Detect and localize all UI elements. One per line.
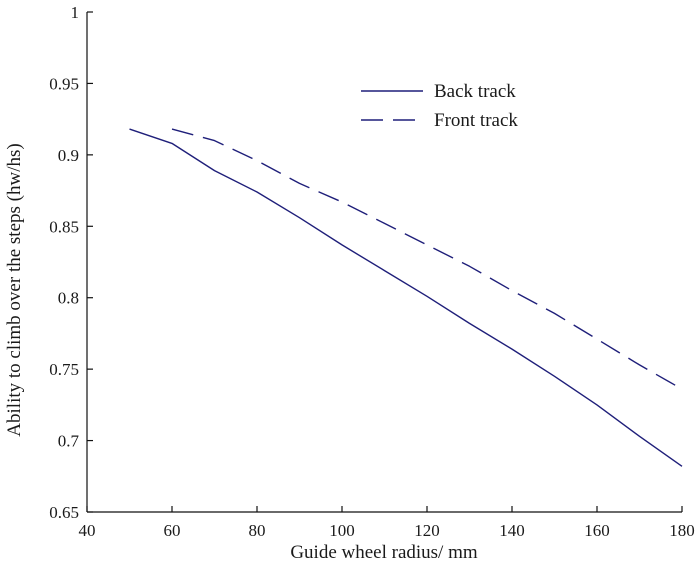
y-tick-label: 0.7 — [58, 432, 80, 451]
x-tick-label: 120 — [414, 521, 440, 540]
legend: Back track Front track — [361, 81, 518, 131]
y-tick-label: 1 — [71, 3, 80, 22]
legend-label-front-track: Front track — [434, 110, 518, 131]
series-layer — [129, 128, 683, 467]
ticks: 40 60 80 100 120 140 160 180 0.65 0.7 0.75 0.8 0.85 0… — [49, 3, 695, 540]
y-tick-label: 0.95 — [49, 74, 79, 93]
y-axis-label: Ability to climb over the steps (hw/hs) — [4, 143, 25, 436]
series-line-back-track — [129, 128, 683, 467]
x-tick-label: 160 — [584, 521, 610, 540]
x-tick-label: 100 — [329, 521, 355, 540]
x-tick-label: 180 — [669, 521, 695, 540]
series-line-front-track — [171, 128, 683, 390]
x-tick-label: 80 — [249, 521, 266, 540]
y-tick-label: 0.65 — [49, 503, 79, 522]
y-tick-label: 0.8 — [58, 289, 79, 308]
x-tick-label: 60 — [164, 521, 181, 540]
axes — [86, 12, 682, 513]
x-tick-label: 140 — [499, 521, 525, 540]
y-tick-label: 0.75 — [49, 360, 79, 379]
y-tick-label: 0.85 — [49, 217, 79, 236]
x-axis-label: Guide wheel radius/ mm — [290, 542, 478, 563]
x-tick-label: 40 — [79, 521, 96, 540]
legend-label-back-track: Back track — [434, 81, 516, 102]
y-tick-label: 0.9 — [58, 146, 79, 165]
